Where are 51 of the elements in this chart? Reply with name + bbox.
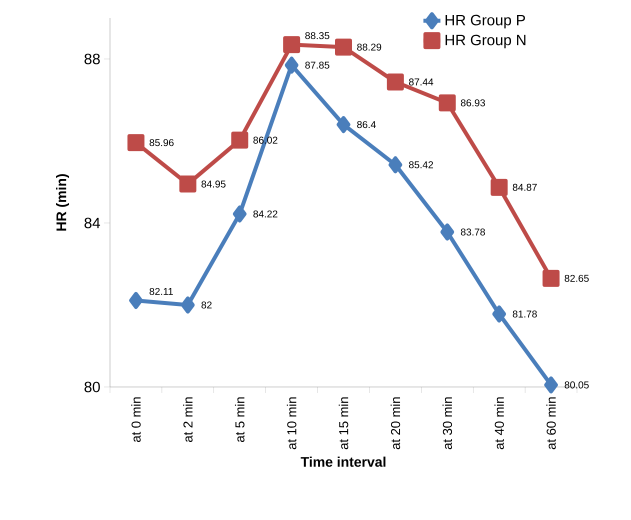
data-label: 83.78 (460, 228, 485, 236)
data-label: 82.65 (564, 274, 589, 282)
point (542, 270, 560, 287)
legend-label: HR Group P (446, 14, 525, 28)
x-tick-label: at 10 min (286, 397, 296, 450)
x-tick-label: at 2 min (183, 397, 193, 442)
data-label: 84.95 (201, 180, 226, 188)
point (232, 205, 247, 222)
point (231, 132, 248, 149)
data-label: 84.22 (253, 210, 278, 218)
point (388, 156, 402, 174)
x-tick-label: at 20 min (390, 397, 400, 450)
point (440, 224, 454, 241)
data-label: 82.11 (150, 288, 173, 296)
y-tick-label: 80 (84, 382, 100, 392)
data-label: 82 (201, 301, 212, 309)
point (179, 176, 196, 193)
point (492, 306, 506, 323)
data-label: 88.35 (305, 32, 330, 40)
y-tick-label: 88 (84, 54, 100, 64)
x-tick-label: at 5 min (234, 397, 244, 442)
data-label: 84.87 (512, 184, 537, 191)
x-tick-label: at 40 min (494, 397, 504, 450)
data-label: 85.96 (150, 139, 174, 146)
point (127, 134, 144, 152)
x-tick-label: at 60 min (546, 397, 556, 450)
point (284, 56, 298, 74)
data-label: 86.4 (357, 121, 376, 128)
point (438, 94, 456, 112)
point (544, 376, 558, 394)
point (129, 292, 143, 309)
x-tick-label: at 15 min (338, 397, 348, 450)
point (180, 296, 195, 314)
y-tick-label: 84 (84, 218, 100, 228)
point (490, 178, 508, 196)
data-label: 87.85 (305, 62, 330, 69)
legend-label: HR Group N (446, 34, 526, 48)
x-tick-label: at 30 min (442, 397, 452, 450)
y-axis-title: HR (min) (56, 174, 70, 231)
data-label: 88.29 (357, 44, 382, 51)
x-axis-title: Time interval (300, 456, 386, 467)
data-label: 87.44 (409, 78, 434, 86)
x-tick-label: at 0 min (131, 397, 141, 442)
point (386, 73, 404, 90)
data-label: 85.42 (409, 161, 434, 168)
data-label: 86.93 (460, 99, 485, 106)
point (336, 116, 350, 134)
data-label: 81.78 (512, 310, 537, 318)
point (283, 36, 300, 54)
data-label: 80.05 (564, 381, 589, 388)
point (335, 38, 352, 56)
